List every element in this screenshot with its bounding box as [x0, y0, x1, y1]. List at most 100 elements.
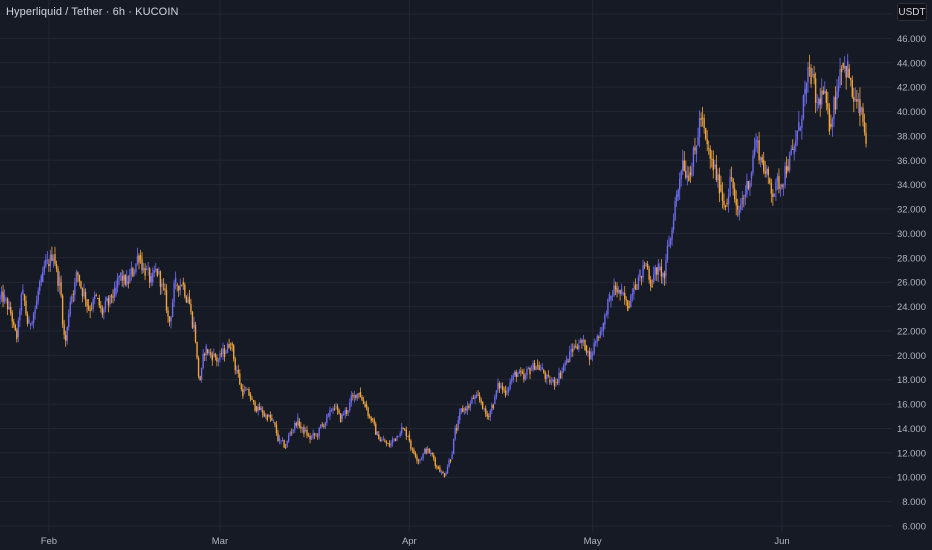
candle [688, 166, 690, 182]
candle [87, 298, 90, 311]
candle [527, 366, 530, 370]
candle-body [54, 254, 56, 265]
candle [833, 95, 835, 128]
candle-body [159, 271, 162, 287]
candle-body [14, 324, 16, 331]
candle [863, 113, 866, 136]
candle [220, 348, 223, 358]
candle [318, 426, 320, 440]
candle [367, 406, 369, 419]
candle-body [455, 428, 458, 431]
candle [29, 323, 32, 330]
candle-body [0, 291, 3, 298]
time-axis[interactable]: Feb Mar Apr May Jun [41, 536, 790, 547]
candle-body [452, 438, 455, 455]
candle-body [599, 331, 601, 338]
candle-body [297, 417, 299, 426]
candle [801, 114, 803, 140]
candle-body [825, 91, 828, 104]
candle [451, 450, 453, 460]
candle [173, 279, 175, 308]
candle-body [827, 103, 829, 109]
candle [772, 189, 774, 206]
candle-body [420, 458, 423, 460]
candle [663, 270, 666, 287]
candle-body [164, 288, 166, 290]
candle [503, 386, 505, 393]
candle [203, 352, 206, 362]
candle-body [333, 408, 336, 410]
candle-body [536, 365, 539, 366]
currency-button[interactable]: USDT [897, 3, 927, 21]
candle [60, 275, 62, 298]
candle-body [804, 88, 806, 96]
candle [251, 395, 253, 401]
candle-body [165, 289, 168, 311]
candle-body [847, 60, 849, 78]
candle [523, 368, 525, 383]
candle [452, 438, 455, 455]
candle [373, 417, 375, 427]
candle-body [576, 346, 579, 349]
price-tick-label: 40.000 [897, 107, 926, 118]
candle [821, 78, 823, 109]
candle-body [659, 266, 661, 270]
candle-body [813, 73, 815, 79]
candle-body [222, 348, 224, 354]
candle-body [459, 411, 461, 421]
candle [683, 151, 685, 172]
candle-body [399, 433, 401, 436]
price-axis[interactable]: 6.000 8.000 10.000 12.000 14.000 16.000 18.000… [897, 10, 926, 533]
candle [57, 266, 59, 292]
candle-body [486, 414, 488, 417]
candle [805, 82, 808, 104]
candle [520, 367, 522, 377]
candle-body [277, 433, 279, 441]
candle-body [630, 295, 632, 308]
candle [144, 263, 146, 281]
candle [388, 440, 391, 448]
candle [28, 316, 30, 324]
candle [326, 414, 328, 426]
candle-body [523, 373, 525, 380]
candle-body [80, 281, 82, 289]
candle [118, 274, 120, 286]
candle [350, 391, 353, 407]
candle-body [662, 272, 664, 277]
candle-body [501, 385, 504, 390]
candle [219, 350, 221, 363]
candle-body [617, 289, 620, 293]
candle-body [472, 397, 475, 399]
candle-body [750, 172, 753, 179]
candle [130, 261, 133, 281]
candle [565, 355, 568, 366]
candle-body [685, 170, 687, 178]
candle-body [810, 67, 812, 84]
candle-body [237, 369, 239, 374]
candle-body [326, 414, 328, 423]
candle [63, 319, 65, 340]
candle [17, 317, 20, 343]
candle-body [851, 80, 853, 97]
candle-body [335, 406, 337, 408]
candle [61, 293, 64, 329]
candle [744, 185, 747, 206]
candle [271, 414, 273, 421]
candle-body [390, 443, 392, 446]
candle-body [74, 282, 76, 295]
candle [287, 432, 290, 444]
candle [708, 140, 710, 155]
candle [704, 127, 707, 141]
candle-body [391, 439, 394, 444]
candle [6, 297, 9, 316]
candle-body [675, 194, 678, 202]
candle [504, 385, 507, 398]
candle [646, 260, 649, 270]
candle-body [303, 427, 305, 434]
candle-body [378, 434, 380, 440]
candle-body [717, 174, 719, 181]
candle-body [97, 298, 99, 299]
candle-body [701, 117, 704, 119]
candle-body [677, 189, 679, 197]
